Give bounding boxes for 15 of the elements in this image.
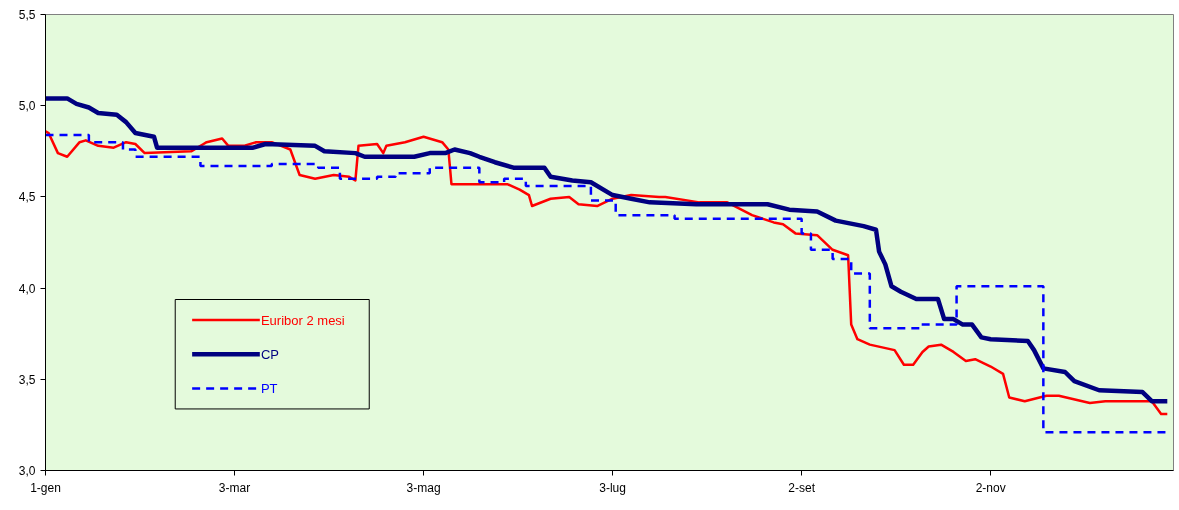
x-tick-label: 1-gen: [30, 480, 61, 495]
x-tick-label: 3-lug: [599, 480, 626, 495]
y-tick-label: 4,5: [18, 190, 36, 205]
x-tick-label: 3-mar: [218, 480, 251, 495]
x-tick-label: 2-set: [788, 480, 816, 495]
y-tick-label: 4,0: [18, 281, 36, 296]
x-tick-label: 3-mag: [406, 480, 441, 495]
y-tick-label: 3,0: [18, 464, 36, 478]
text: Euribor 2 mesi: [260, 312, 345, 328]
text: CP: [260, 346, 280, 362]
y-tick-label: 5,5: [18, 8, 36, 22]
y-tick-label: 5,0: [18, 99, 36, 114]
text: PT: [260, 380, 278, 396]
y-tick-label: 3,5: [18, 372, 36, 387]
x-tick-label: 2-nov: [975, 480, 1006, 495]
